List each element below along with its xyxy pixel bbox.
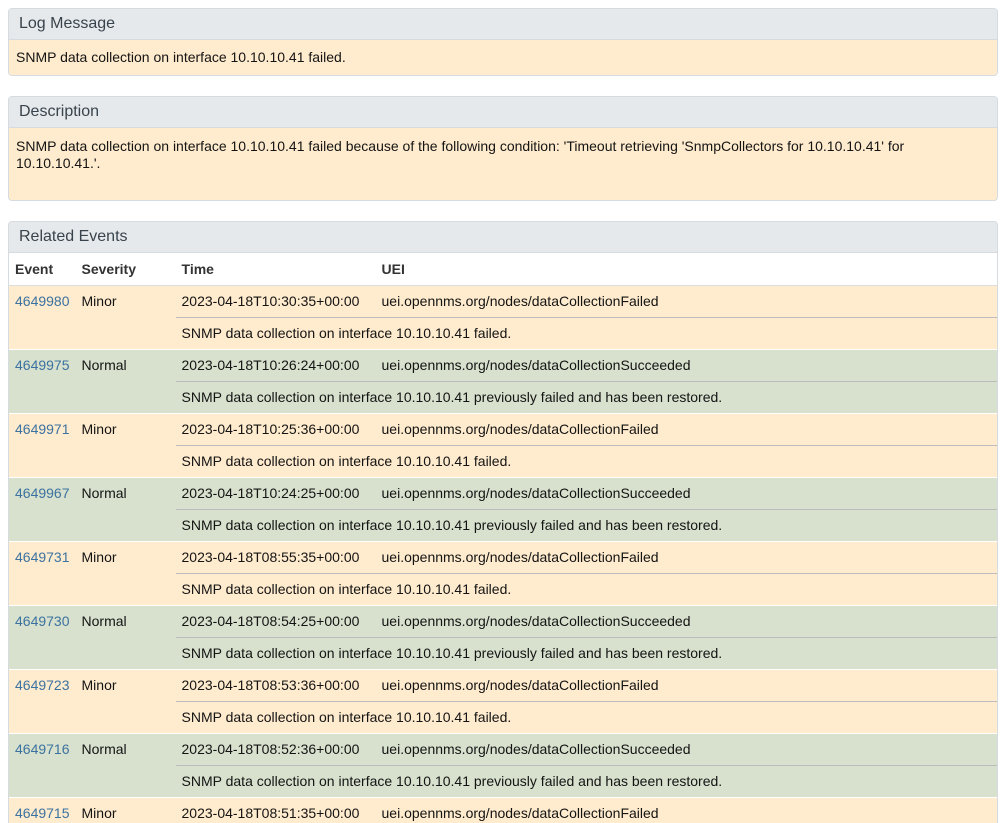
event-log-message: SNMP data collection on interface 10.10.… bbox=[175, 573, 997, 606]
event-time: 2023-04-18T10:25:36+00:00 bbox=[175, 413, 376, 446]
event-uei: uei.opennms.org/nodes/dataCollectionFail… bbox=[375, 413, 997, 446]
event-id-cell: 4649980 bbox=[9, 285, 76, 350]
event-id-cell: 4649715 bbox=[9, 797, 76, 823]
event-id-link[interactable]: 4649715 bbox=[15, 805, 70, 821]
event-time: 2023-04-18T10:24:25+00:00 bbox=[175, 477, 376, 510]
related-events-table: Event Severity Time UEI 4649980 Minor 20… bbox=[9, 253, 997, 823]
description-body: SNMP data collection on interface 10.10.… bbox=[9, 128, 997, 200]
event-id-link[interactable]: 4649967 bbox=[15, 485, 70, 501]
event-time: 2023-04-18T10:26:24+00:00 bbox=[175, 349, 376, 382]
event-severity: Normal bbox=[75, 477, 176, 542]
event-time: 2023-04-18T10:30:35+00:00 bbox=[175, 285, 376, 318]
event-log-message: SNMP data collection on interface 10.10.… bbox=[175, 317, 997, 350]
event-uei: uei.opennms.org/nodes/dataCollectionFail… bbox=[375, 669, 997, 702]
event-id-cell: 4649971 bbox=[9, 413, 76, 478]
event-log-message: SNMP data collection on interface 10.10.… bbox=[175, 509, 997, 542]
event-id-cell: 4649730 bbox=[9, 605, 76, 670]
description-panel: Description SNMP data collection on inte… bbox=[8, 96, 998, 201]
event-time: 2023-04-18T08:54:25+00:00 bbox=[175, 605, 376, 638]
event-uei: uei.opennms.org/nodes/dataCollectionFail… bbox=[375, 797, 997, 823]
column-header-severity: Severity bbox=[75, 253, 176, 286]
related-event-row: 4649715 Minor 2023-04-18T08:51:35+00:00 … bbox=[9, 797, 997, 823]
event-id-link[interactable]: 4649723 bbox=[15, 677, 70, 693]
event-log-message: SNMP data collection on interface 10.10.… bbox=[175, 765, 997, 798]
related-events-table-header: Event Severity Time UEI bbox=[9, 253, 997, 286]
event-uei: uei.opennms.org/nodes/dataCollectionSucc… bbox=[375, 733, 997, 766]
column-header-time: Time bbox=[175, 253, 376, 286]
description-heading: Description bbox=[9, 97, 997, 128]
event-id-cell: 4649731 bbox=[9, 541, 76, 606]
event-id-cell: 4649723 bbox=[9, 669, 76, 734]
event-id-link[interactable]: 4649731 bbox=[15, 549, 70, 565]
event-id-cell: 4649967 bbox=[9, 477, 76, 542]
event-uei: uei.opennms.org/nodes/dataCollectionFail… bbox=[375, 541, 997, 574]
event-severity: Minor bbox=[75, 413, 176, 478]
event-log-message: SNMP data collection on interface 10.10.… bbox=[175, 445, 997, 478]
event-uei: uei.opennms.org/nodes/dataCollectionSucc… bbox=[375, 477, 997, 510]
event-id-link[interactable]: 4649730 bbox=[15, 613, 70, 629]
event-id-cell: 4649975 bbox=[9, 349, 76, 414]
related-event-row: 4649967 Normal 2023-04-18T10:24:25+00:00… bbox=[9, 477, 997, 542]
event-severity: Minor bbox=[75, 669, 176, 734]
event-time: 2023-04-18T08:53:36+00:00 bbox=[175, 669, 376, 702]
description-text: SNMP data collection on interface 10.10.… bbox=[16, 138, 905, 171]
event-id-link[interactable]: 4649975 bbox=[15, 357, 70, 373]
event-severity: Minor bbox=[75, 541, 176, 606]
event-severity: Minor bbox=[75, 285, 176, 350]
event-log-message: SNMP data collection on interface 10.10.… bbox=[175, 701, 997, 734]
event-id-link[interactable]: 4649980 bbox=[15, 293, 70, 309]
related-event-row: 4649730 Normal 2023-04-18T08:54:25+00:00… bbox=[9, 605, 997, 670]
related-event-row: 4649716 Normal 2023-04-18T08:52:36+00:00… bbox=[9, 733, 997, 798]
event-id-cell: 4649716 bbox=[9, 733, 76, 798]
related-events-heading: Related Events bbox=[9, 222, 997, 253]
event-id-link[interactable]: 4649716 bbox=[15, 741, 70, 757]
log-message-body: SNMP data collection on interface 10.10.… bbox=[9, 40, 997, 75]
related-event-row: 4649971 Minor 2023-04-18T10:25:36+00:00 … bbox=[9, 413, 997, 478]
event-uei: uei.opennms.org/nodes/dataCollectionSucc… bbox=[375, 349, 997, 382]
log-message-heading: Log Message bbox=[9, 9, 997, 40]
event-severity: Normal bbox=[75, 733, 176, 798]
column-header-uei: UEI bbox=[375, 253, 997, 286]
related-events-panel: Related Events Event Severity Time UEI 4… bbox=[8, 221, 998, 823]
event-time: 2023-04-18T08:52:36+00:00 bbox=[175, 733, 376, 766]
event-time: 2023-04-18T08:55:35+00:00 bbox=[175, 541, 376, 574]
related-event-row: 4649975 Normal 2023-04-18T10:26:24+00:00… bbox=[9, 349, 997, 414]
event-id-link[interactable]: 4649971 bbox=[15, 421, 70, 437]
event-log-message: SNMP data collection on interface 10.10.… bbox=[175, 381, 997, 414]
related-event-row: 4649723 Minor 2023-04-18T08:53:36+00:00 … bbox=[9, 669, 997, 734]
event-uei: uei.opennms.org/nodes/dataCollectionSucc… bbox=[375, 605, 997, 638]
event-uei: uei.opennms.org/nodes/dataCollectionFail… bbox=[375, 285, 997, 318]
column-header-event: Event bbox=[9, 253, 76, 286]
event-time: 2023-04-18T08:51:35+00:00 bbox=[175, 797, 376, 823]
log-message-panel: Log Message SNMP data collection on inte… bbox=[8, 8, 998, 76]
related-event-row: 4649731 Minor 2023-04-18T08:55:35+00:00 … bbox=[9, 541, 997, 606]
related-event-row: 4649980 Minor 2023-04-18T10:30:35+00:00 … bbox=[9, 285, 997, 350]
log-message-text: SNMP data collection on interface 10.10.… bbox=[16, 49, 346, 65]
event-severity: Minor bbox=[75, 797, 176, 823]
event-severity: Normal bbox=[75, 349, 176, 414]
event-severity: Normal bbox=[75, 605, 176, 670]
event-log-message: SNMP data collection on interface 10.10.… bbox=[175, 637, 997, 670]
